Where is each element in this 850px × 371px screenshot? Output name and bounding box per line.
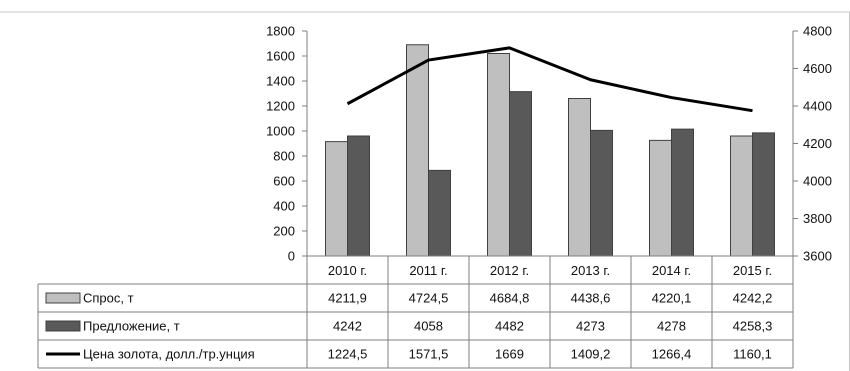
bar-supply-5 xyxy=(752,132,775,257)
right-tick-label: 4600 xyxy=(803,61,832,76)
left-tick-label: 1800 xyxy=(266,24,295,39)
left-tick-label: 200 xyxy=(273,224,295,239)
left-y-axis: 0 200 400 600 800 1000 1200 1400 1600 1800 xyxy=(266,24,308,264)
legend-key-supply xyxy=(45,320,81,332)
bar-demand-0 xyxy=(325,141,348,257)
table-value-1-3: 4273 xyxy=(576,319,605,334)
left-tick-label: 800 xyxy=(273,149,295,164)
left-tick-label: 1400 xyxy=(266,74,295,89)
category-label-5: 2015 г. xyxy=(733,263,772,278)
bar-demand-5 xyxy=(730,135,753,257)
table-value-2-1: 1571,5 xyxy=(409,347,449,362)
price-line xyxy=(346,46,753,113)
right-tick-label: 4000 xyxy=(803,174,832,189)
right-tick-label: 3600 xyxy=(803,249,832,264)
table-value-0-0: 4211,9 xyxy=(328,291,367,306)
bar-supply-1 xyxy=(428,169,451,257)
price-line-series xyxy=(346,46,753,113)
table-value-2-4: 1266,4 xyxy=(652,347,692,362)
legend-label-0: Спрос, т xyxy=(83,291,134,306)
legend-label-2: Цена золота, долл./тр.унция xyxy=(83,347,255,362)
bar-supply-3 xyxy=(590,129,613,257)
right-tick-label: 4200 xyxy=(803,136,832,151)
table-value-2-3: 1409,2 xyxy=(571,347,611,362)
table-value-1-0: 4242 xyxy=(333,319,362,334)
bar-demand-1 xyxy=(406,44,429,257)
left-tick-label: 1200 xyxy=(266,99,295,114)
data-table: 2010 г. 2011 г. 2012 г. 2013 г. 2014 г. 2015 … xyxy=(37,255,794,369)
bar-supply-0 xyxy=(347,135,370,257)
table-value-0-2: 4684,8 xyxy=(490,291,530,306)
table-value-1-4: 4278 xyxy=(657,319,686,334)
table-value-1-2: 4482 xyxy=(495,319,524,334)
table-value-0-5: 4242,2 xyxy=(733,291,773,306)
table-value-1-5: 4258,3 xyxy=(733,319,773,334)
right-tick-label: 4800 xyxy=(803,24,832,39)
left-tick-label: 1600 xyxy=(266,49,295,64)
bar-supply-4 xyxy=(671,128,694,257)
bar-supply-2 xyxy=(509,91,532,257)
legend-key-demand xyxy=(45,292,81,304)
left-tick-label: 0 xyxy=(288,249,295,264)
legend-label-1: Предложение, т xyxy=(83,319,180,334)
category-label-0: 2010 г. xyxy=(328,263,367,278)
bar-demand-3 xyxy=(568,98,591,257)
right-y-axis: 3600 3800 4000 4200 4400 4600 4800 xyxy=(792,24,832,264)
table-value-2-0: 1224,5 xyxy=(328,347,368,362)
table-value-2-2: 1669 xyxy=(495,347,524,362)
category-label-4: 2014 г. xyxy=(652,263,691,278)
left-tick-label: 400 xyxy=(273,199,295,214)
right-tick-label: 4400 xyxy=(803,99,832,114)
table-value-1-1: 4058 xyxy=(414,319,443,334)
table-value-2-5: 1160,1 xyxy=(733,347,772,362)
category-label-1: 2011 г. xyxy=(409,263,447,278)
bar-series xyxy=(325,44,775,257)
table-value-0-1: 4724,5 xyxy=(409,291,449,306)
left-tick-label: 600 xyxy=(273,174,295,189)
category-label-2: 2012 г. xyxy=(490,263,529,278)
bar-demand-4 xyxy=(649,139,672,257)
left-tick-label: 1000 xyxy=(266,124,295,139)
right-tick-label: 3800 xyxy=(803,211,832,226)
category-label-3: 2013 г. xyxy=(571,263,610,278)
bar-demand-2 xyxy=(487,53,510,257)
table-value-0-4: 4220,1 xyxy=(652,291,692,306)
table-value-0-3: 4438,6 xyxy=(571,291,611,306)
